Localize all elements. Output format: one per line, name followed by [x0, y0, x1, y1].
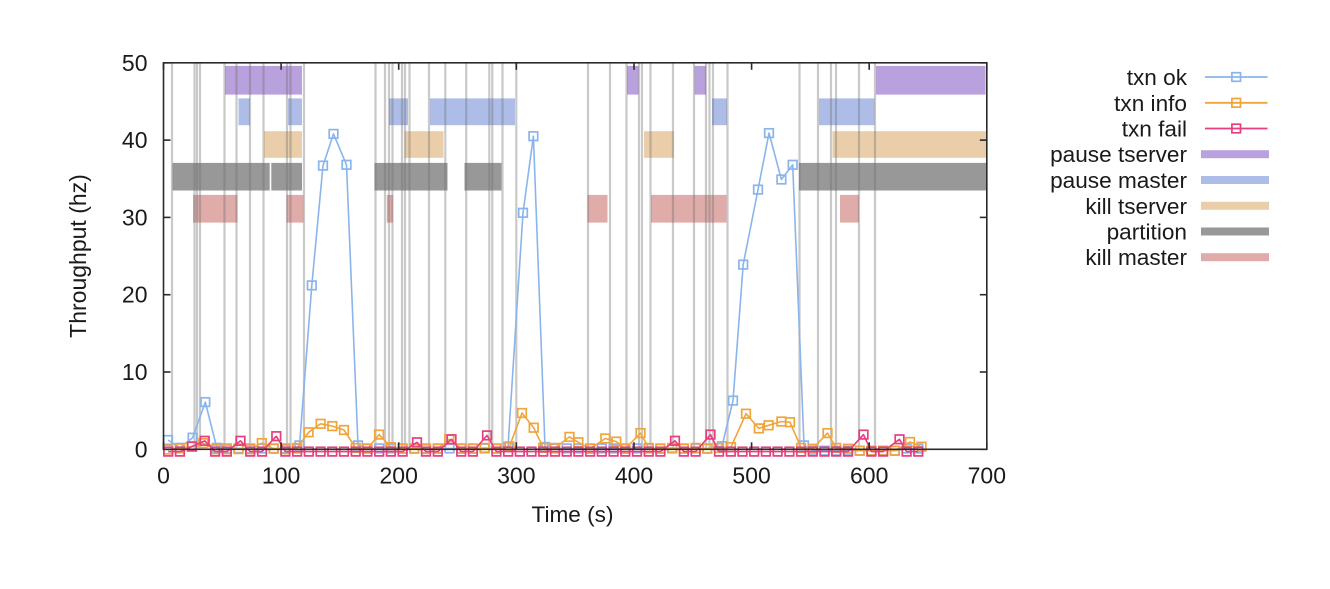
svg-text:Throughput (hz): Throughput (hz)	[65, 174, 91, 338]
svg-text:40: 40	[122, 127, 148, 153]
svg-text:kill tserver: kill tserver	[1085, 194, 1187, 219]
svg-text:kill master: kill master	[1085, 245, 1187, 270]
svg-text:10: 10	[122, 359, 148, 385]
svg-text:200: 200	[380, 463, 418, 489]
svg-text:30: 30	[122, 204, 148, 230]
svg-text:500: 500	[732, 463, 770, 489]
svg-text:txn info: txn info	[1114, 91, 1187, 116]
svg-text:txn ok: txn ok	[1127, 65, 1188, 90]
svg-text:pause master: pause master	[1050, 168, 1187, 193]
svg-text:600: 600	[850, 463, 888, 489]
svg-text:300: 300	[497, 463, 535, 489]
svg-text:Time (s): Time (s)	[532, 502, 614, 527]
svg-text:400: 400	[615, 463, 653, 489]
svg-text:partition: partition	[1107, 220, 1187, 245]
svg-text:20: 20	[122, 282, 148, 308]
svg-text:50: 50	[122, 50, 148, 76]
svg-text:0: 0	[157, 463, 170, 489]
svg-text:pause tserver: pause tserver	[1050, 142, 1187, 167]
svg-text:0: 0	[135, 436, 148, 462]
svg-text:100: 100	[262, 463, 300, 489]
svg-text:txn fail: txn fail	[1122, 117, 1187, 142]
svg-text:700: 700	[968, 463, 1006, 489]
